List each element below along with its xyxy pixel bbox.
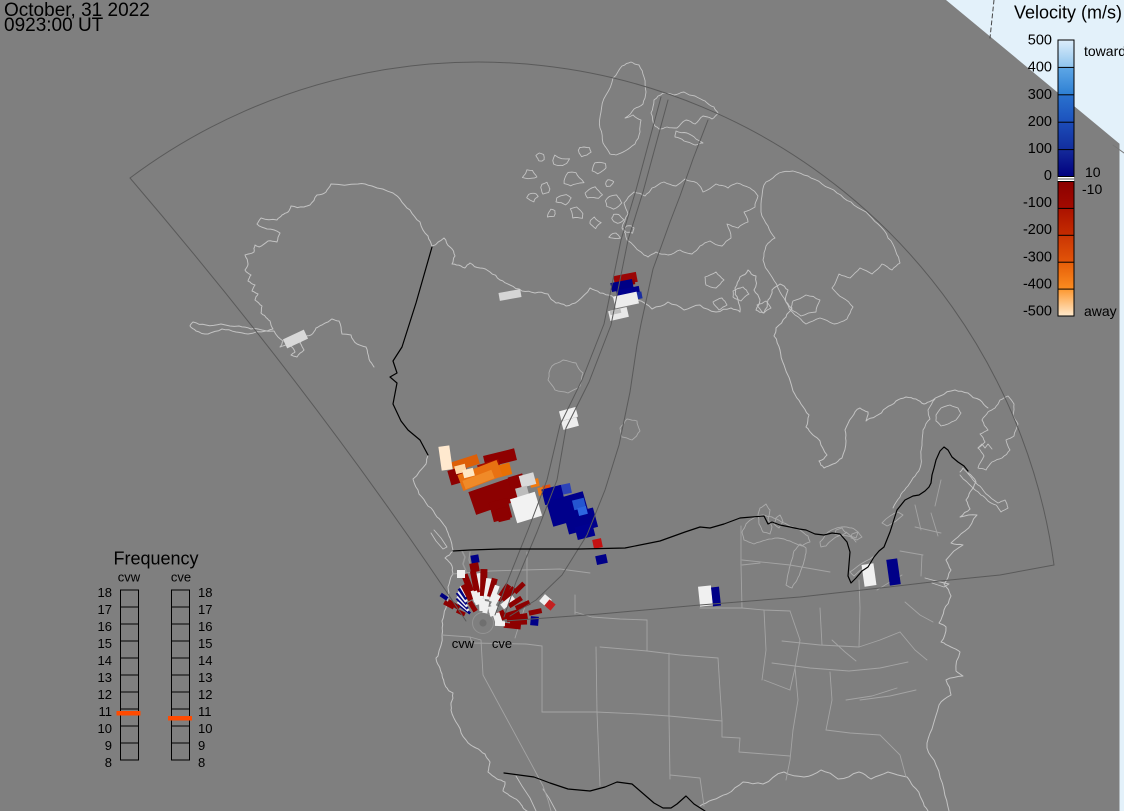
svg-text:-200: -200 (1023, 222, 1052, 238)
svg-text:16: 16 (198, 619, 212, 634)
svg-text:0923:00 UT: 0923:00 UT (4, 15, 104, 36)
svg-text:10: 10 (198, 721, 212, 736)
svg-text:Velocity (m/s): Velocity (m/s) (1014, 3, 1122, 23)
svg-text:8: 8 (198, 755, 205, 770)
svg-text:10: 10 (1085, 164, 1101, 180)
svg-text:100: 100 (1028, 141, 1052, 157)
svg-text:-300: -300 (1023, 249, 1052, 265)
svg-text:13: 13 (198, 670, 212, 685)
svg-text:9: 9 (105, 738, 112, 753)
svg-text:-500: -500 (1023, 304, 1052, 320)
svg-text:18: 18 (98, 585, 112, 600)
svg-text:cvw: cvw (452, 636, 475, 651)
svg-text:11: 11 (99, 704, 113, 719)
svg-text:16: 16 (98, 619, 112, 634)
svg-text:toward: toward (1084, 43, 1124, 59)
svg-text:-100: -100 (1023, 195, 1052, 211)
svg-text:300: 300 (1028, 87, 1052, 103)
svg-text:14: 14 (198, 653, 212, 668)
svg-text:Frequency: Frequency (113, 549, 198, 569)
svg-text:200: 200 (1028, 114, 1052, 130)
svg-text:18: 18 (198, 585, 212, 600)
svg-text:-10: -10 (1082, 181, 1102, 197)
svg-text:13: 13 (98, 670, 112, 685)
svg-text:10: 10 (98, 721, 112, 736)
svg-text:400: 400 (1028, 60, 1052, 76)
svg-text:9: 9 (198, 738, 205, 753)
svg-text:14: 14 (98, 653, 112, 668)
svg-text:12: 12 (98, 687, 112, 702)
svg-text:17: 17 (198, 602, 212, 617)
svg-text:-400: -400 (1023, 276, 1052, 292)
svg-text:cvw: cvw (118, 570, 141, 585)
svg-text:17: 17 (98, 602, 112, 617)
svg-text:15: 15 (198, 636, 212, 651)
svg-text:12: 12 (198, 687, 212, 702)
svg-text:0: 0 (1044, 168, 1052, 184)
svg-text:October, 31 2022: October, 31 2022 (4, 0, 150, 21)
svg-text:500: 500 (1028, 33, 1052, 49)
svg-text:away: away (1084, 303, 1117, 319)
svg-text:cve: cve (492, 636, 512, 651)
svg-text:15: 15 (98, 636, 112, 651)
svg-text:11: 11 (198, 704, 212, 719)
svg-text:8: 8 (105, 755, 112, 770)
svg-text:cve: cve (171, 570, 191, 585)
